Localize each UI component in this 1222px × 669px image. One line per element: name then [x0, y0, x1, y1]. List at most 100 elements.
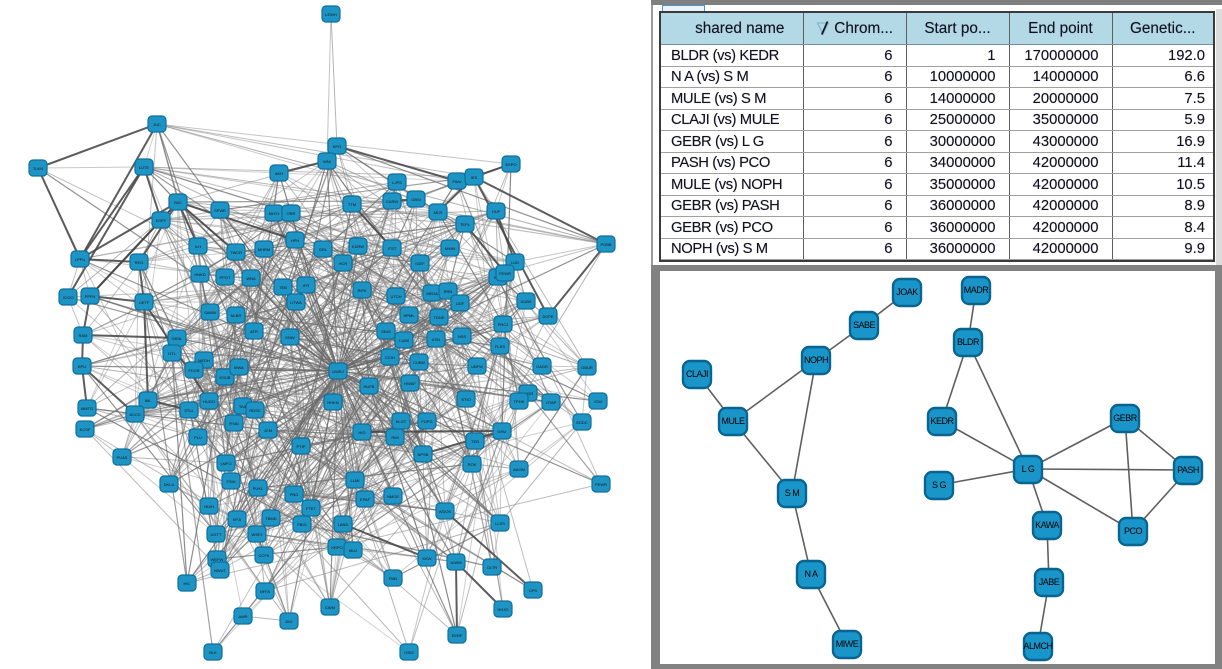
svg-text:STLL: STLL	[184, 408, 194, 413]
svg-text:FBGI: FBGI	[297, 522, 306, 527]
svg-text:TEB: TEB	[279, 285, 287, 290]
svg-text:IUWM: IUWM	[450, 560, 461, 565]
svg-text:WNA: WNA	[246, 276, 256, 281]
svg-text:UJTE: UJTE	[139, 165, 149, 170]
svg-text:KKW: KKW	[422, 556, 431, 561]
svg-text:MWM: MWM	[445, 246, 455, 251]
svg-text:ICM: ICM	[594, 399, 601, 404]
svg-text:GEBR: GEBR	[1113, 413, 1138, 423]
svg-text:FSIH: FSIH	[226, 479, 235, 484]
svg-text:REO: REO	[135, 260, 144, 265]
svg-text:UETF: UETF	[139, 300, 150, 305]
svg-text:LMFO: LMFO	[220, 461, 231, 466]
svg-text:MADR: MADR	[964, 285, 989, 295]
svg-text:MIWE: MIWE	[836, 639, 859, 649]
svg-text:MEDA: MEDA	[426, 291, 438, 296]
svg-text:WEFW: WEFW	[211, 557, 224, 562]
svg-text:JOAK: JOAK	[896, 287, 918, 297]
svg-text:SABE: SABE	[853, 320, 876, 330]
svg-text:OLTR: OLTR	[487, 565, 497, 570]
svg-text:HPH: HPH	[291, 238, 300, 243]
svg-text:HIG: HIG	[358, 430, 365, 435]
svg-text:MWA: MWA	[234, 365, 244, 370]
svg-text:GKNL: GKNL	[172, 336, 184, 341]
svg-text:RSAI: RSAI	[229, 421, 238, 426]
svg-text:PUKL: PUKL	[253, 486, 264, 491]
svg-text:NLBR: NLBR	[231, 313, 242, 318]
svg-text:EDDC: EDDC	[576, 420, 587, 425]
svg-text:UTCH: UTCH	[390, 294, 401, 299]
svg-text:PEWR: PEWR	[595, 482, 607, 487]
svg-text:HIC: HIC	[184, 581, 191, 586]
svg-text:MMTG: MMTG	[81, 406, 93, 411]
svg-text:KPJI: KPJI	[233, 517, 241, 522]
svg-text:EERF: EERF	[452, 633, 463, 638]
svg-text:HPML: HPML	[403, 313, 415, 318]
svg-text:PNG: PNG	[290, 492, 299, 497]
svg-text:NWUT: NWUT	[214, 568, 227, 573]
svg-text:PASH: PASH	[1177, 465, 1199, 475]
svg-text:FMD: FMD	[389, 576, 398, 581]
svg-text:MLR: MLR	[434, 210, 443, 215]
svg-text:PLU: PLU	[194, 435, 202, 440]
svg-text:L G: L G	[1022, 464, 1035, 474]
svg-text:WNI: WNI	[323, 159, 331, 164]
svg-text:KPO: KPO	[333, 144, 341, 149]
svg-text:ITST: ITST	[388, 246, 397, 251]
svg-text:ALMCH: ALMCH	[1023, 641, 1052, 651]
svg-text:RIFK: RIFK	[357, 288, 366, 293]
svg-text:TPHK: TPHK	[514, 399, 525, 404]
svg-text:TEPL: TEPL	[460, 222, 471, 227]
svg-text:TWCR: TWCR	[230, 250, 242, 255]
svg-text:HUF: HUF	[492, 209, 501, 214]
svg-text:IISN: IISN	[432, 337, 440, 342]
svg-text:UWRJ: UWRJ	[332, 369, 344, 374]
svg-text:SNIG: SNIG	[381, 329, 391, 334]
svg-text:WSFJ: WSFJ	[252, 532, 263, 537]
svg-text:STIO: STIO	[461, 397, 470, 402]
svg-text:OTAP: OTAP	[546, 400, 557, 405]
svg-text:DCPE: DCPE	[542, 314, 553, 319]
svg-text:KSUB: KSUB	[220, 375, 231, 380]
svg-text:LUD: LUD	[511, 260, 519, 265]
svg-text:IJTL: IJTL	[168, 351, 177, 356]
svg-text:JCM: JCM	[264, 428, 272, 433]
svg-text:IML: IML	[145, 398, 152, 403]
svg-text:NMGE: NMGE	[387, 494, 399, 499]
svg-text:LEWH: LEWH	[325, 12, 337, 17]
svg-text:HNKD: HNKD	[194, 272, 205, 277]
svg-text:NSS: NSS	[458, 334, 467, 339]
svg-text:OSIS: OSIS	[404, 650, 414, 655]
svg-text:KAWA: KAWA	[1035, 520, 1059, 530]
svg-text:GHU: GHU	[498, 429, 507, 434]
svg-text:AKH: AKH	[275, 171, 283, 176]
svg-text:MHRM: MHRM	[258, 247, 270, 252]
svg-text:IES: IES	[471, 175, 478, 180]
svg-text:JUC: JUC	[153, 122, 161, 127]
svg-text:MHTJ: MHTJ	[269, 211, 280, 216]
svg-text:TLKN: TLKN	[33, 166, 43, 171]
svg-text:POBB: POBB	[600, 242, 611, 247]
svg-text:KCSF: KCSF	[80, 427, 91, 432]
svg-text:JCGO: JCGO	[62, 295, 73, 300]
svg-text:LLMI: LLMI	[351, 478, 360, 483]
svg-text:OAGR: OAGR	[536, 364, 548, 369]
svg-text:TAIF: TAIF	[239, 404, 248, 409]
svg-text:EPU: EPU	[78, 364, 86, 369]
svg-text:NOPH: NOPH	[804, 355, 828, 365]
svg-text:DIU: DIU	[286, 619, 293, 624]
svg-text:BLDR: BLDR	[957, 337, 980, 347]
svg-text:ATR: ATR	[250, 329, 258, 334]
svg-text:EPAF: EPAF	[360, 497, 371, 502]
svg-text:S M: S M	[785, 488, 800, 498]
svg-text:MULE: MULE	[721, 416, 745, 426]
svg-text:UBFW: UBFW	[471, 364, 483, 369]
svg-text:PPFH: PPFH	[85, 294, 96, 299]
svg-text:JABE: JABE	[1039, 577, 1060, 587]
svg-text:EOFF: EOFF	[156, 218, 167, 223]
svg-text:JKDR: JKDR	[523, 391, 534, 396]
svg-text:FDGR: FDGR	[188, 368, 199, 373]
svg-text:KLGT: KLGT	[396, 419, 407, 424]
svg-text:WDOK: WDOK	[439, 509, 452, 514]
svg-text:HHJO: HHJO	[498, 607, 509, 612]
